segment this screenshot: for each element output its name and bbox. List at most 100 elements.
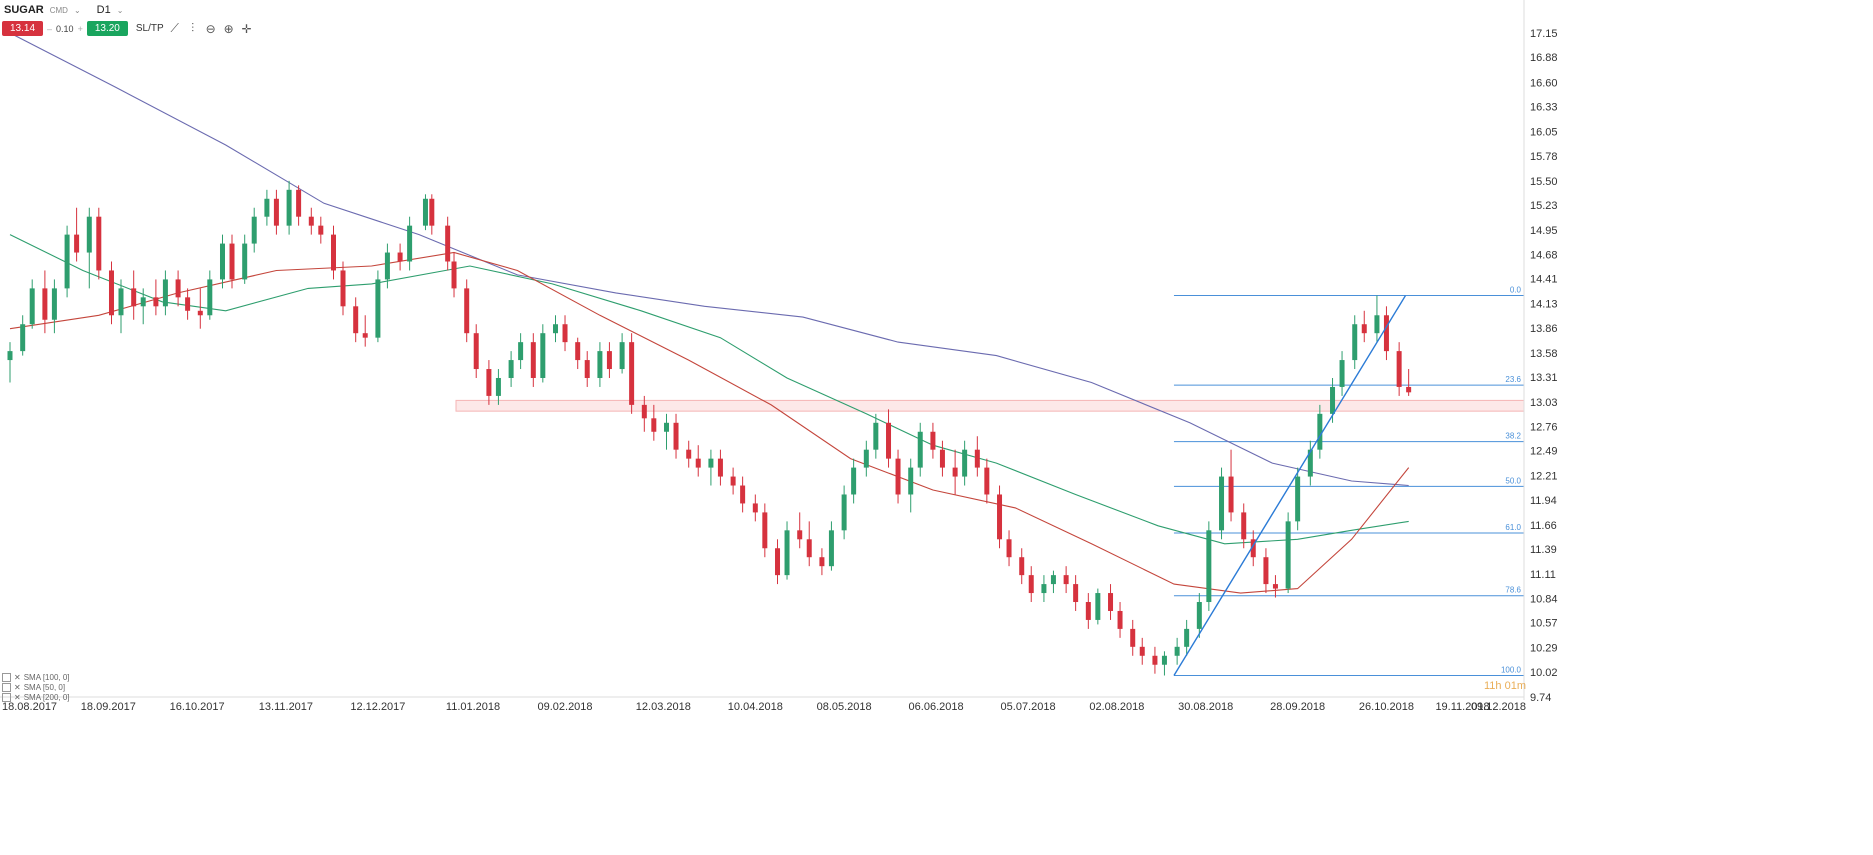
- candle: [1228, 449, 1234, 522]
- timeframe-dropdown-icon[interactable]: ⌄: [116, 5, 124, 15]
- settings-icon[interactable]: [2, 682, 11, 692]
- candle-body: [784, 530, 790, 576]
- x-tick-label: 09.12.2018: [1471, 701, 1526, 713]
- fib-level-label: 0.0: [1510, 286, 1522, 295]
- close-icon[interactable]: ✕: [14, 682, 21, 692]
- decrease-volume-button[interactable]: –: [47, 23, 53, 34]
- sell-button[interactable]: 13.14: [2, 21, 44, 36]
- candle: [1361, 310, 1367, 343]
- candle: [1307, 440, 1313, 486]
- indicators-icon[interactable]: ⫶: [191, 21, 195, 35]
- candle: [362, 315, 368, 347]
- y-tick-label: 12.76: [1530, 421, 1558, 433]
- candle-body: [673, 422, 679, 450]
- candle: [1139, 637, 1145, 665]
- trendline[interactable]: [1173, 295, 1407, 676]
- candle-body: [553, 324, 559, 334]
- candle: [974, 436, 980, 477]
- x-tick-label: 08.05.2018: [817, 701, 872, 713]
- legend-item[interactable]: ✕ SMA [50, 0]: [2, 682, 70, 692]
- candle-body: [1196, 602, 1202, 629]
- x-tick-label: 06.06.2018: [909, 701, 964, 713]
- candle-body: [508, 360, 514, 378]
- candle: [42, 270, 48, 334]
- candle-body: [908, 467, 914, 495]
- candle: [286, 180, 292, 235]
- buy-button[interactable]: 13.20: [86, 21, 128, 36]
- candle: [806, 521, 812, 567]
- x-tick-label: 18.09.2017: [81, 701, 136, 713]
- sltp-button[interactable]: SL/TP: [135, 23, 164, 34]
- candle: [1063, 566, 1069, 594]
- candle-body: [1285, 521, 1291, 589]
- candle: [1085, 593, 1091, 629]
- y-tick-label: 11.66: [1530, 520, 1557, 532]
- candle: [1196, 593, 1202, 638]
- zoom-in-icon[interactable]: ⊕: [223, 21, 234, 36]
- candle-body: [562, 324, 568, 343]
- candle: [863, 440, 869, 477]
- candle: [695, 445, 701, 477]
- candle-body: [1073, 584, 1079, 603]
- line-chart-icon[interactable]: ⟋: [170, 21, 179, 35]
- candle: [353, 297, 359, 343]
- y-tick-label: 14.13: [1530, 299, 1558, 311]
- spread-value: 0.10: [56, 23, 74, 34]
- candle-body: [1206, 530, 1212, 603]
- candle: [717, 449, 723, 486]
- y-tick-label: 14.41: [1530, 274, 1558, 286]
- close-icon[interactable]: ✕: [14, 692, 21, 702]
- candle: [629, 333, 635, 414]
- fib-level-label: 61.0: [1505, 523, 1521, 532]
- candle: [74, 207, 80, 262]
- candle: [895, 449, 901, 504]
- x-tick-label: 18.08.2017: [2, 701, 57, 713]
- symbol-label[interactable]: SUGAR: [4, 4, 44, 16]
- increase-volume-button[interactable]: +: [77, 23, 83, 34]
- support-zone: [455, 399, 1525, 412]
- candle: [251, 207, 257, 253]
- candle-body: [197, 310, 203, 316]
- symbol-dropdown-icon[interactable]: ⌄: [73, 5, 81, 15]
- candle: [185, 288, 191, 320]
- candle-body: [1108, 593, 1114, 611]
- candle-body: [495, 377, 501, 396]
- candle-body: [1139, 646, 1145, 656]
- candle: [1152, 646, 1158, 674]
- candle: [1050, 570, 1056, 594]
- candle-body: [264, 198, 270, 217]
- candle-body: [886, 422, 892, 459]
- timeframe-label[interactable]: D1: [96, 4, 111, 16]
- candle: [886, 409, 892, 468]
- candle-body: [1396, 351, 1402, 387]
- y-axis: 17.15 16.88 16.60 16.33 16.05 15.78 15.50 15.23…: [1530, 28, 1558, 704]
- candle: [296, 185, 302, 226]
- candle-body: [486, 369, 492, 396]
- candle: [1206, 521, 1212, 611]
- close-icon[interactable]: ✕: [14, 672, 21, 682]
- fibonacci-retracement[interactable]: 0.0 23.6 38.2 50.0 61.0 78.6 100.0: [1173, 286, 1524, 676]
- candle: [664, 413, 670, 450]
- settings-icon[interactable]: [2, 692, 11, 702]
- candle: [917, 422, 923, 477]
- crosshair-icon[interactable]: ✛: [241, 21, 252, 36]
- y-tick-label: 11.11: [1530, 569, 1556, 581]
- candle-body: [451, 261, 457, 289]
- legend-item[interactable]: ✕ SMA [100, 0]: [2, 672, 70, 682]
- candle: [162, 270, 168, 316]
- y-tick-label: 11.94: [1530, 495, 1557, 507]
- candle-body: [362, 333, 368, 338]
- zoom-out-icon[interactable]: ⊖: [205, 21, 216, 36]
- settings-icon[interactable]: [2, 672, 11, 682]
- x-tick-label: 16.10.2017: [170, 701, 225, 713]
- y-tick-label: 10.57: [1530, 618, 1558, 630]
- instrument-header: SUGAR CMD ⌄ D1 ⌄: [4, 4, 123, 16]
- legend-item[interactable]: ✕ SMA [200, 0]: [2, 692, 70, 702]
- candle-body: [1028, 575, 1034, 594]
- candle-body: [740, 485, 746, 504]
- candle-body: [962, 449, 968, 477]
- candle: [997, 485, 1003, 549]
- candle-body: [330, 234, 336, 271]
- candle: [1041, 575, 1047, 603]
